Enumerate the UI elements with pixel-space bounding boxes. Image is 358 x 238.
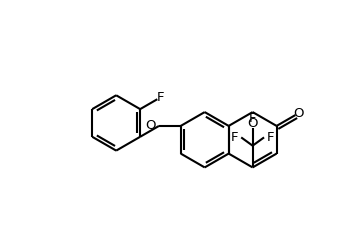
Text: O: O — [294, 107, 304, 119]
Text: F: F — [267, 131, 275, 144]
Text: O: O — [247, 117, 258, 130]
Text: O: O — [145, 119, 156, 132]
Text: F: F — [157, 91, 164, 104]
Text: F: F — [231, 131, 238, 144]
Text: F: F — [249, 112, 256, 125]
